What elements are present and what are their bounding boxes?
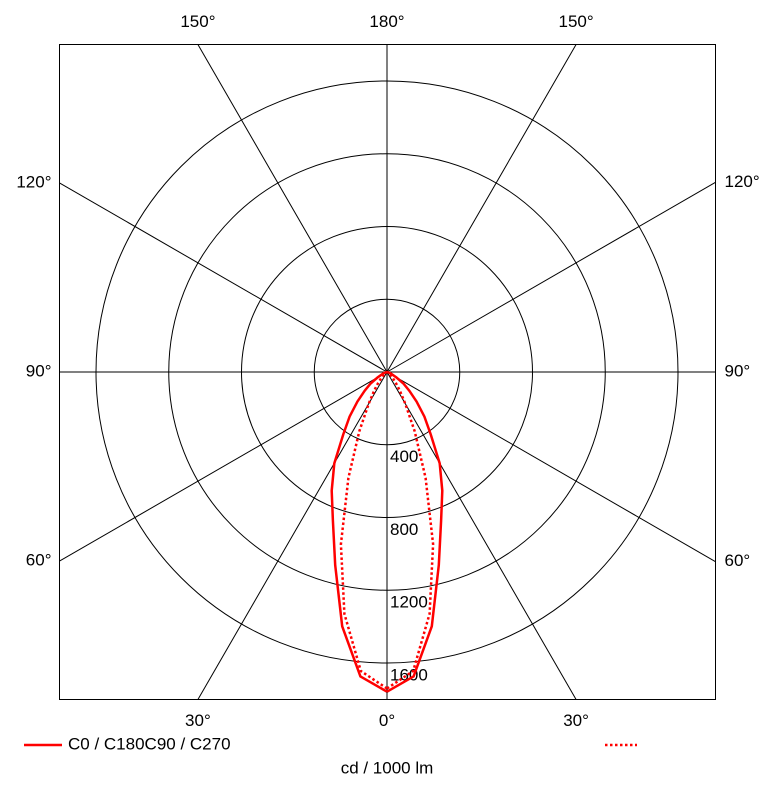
angle-label: 30°: [185, 711, 211, 730]
spoke: [386, 371, 716, 563]
spoke: [386, 371, 577, 700]
angle-label: 90°: [26, 361, 52, 380]
angle-label: 120°: [725, 172, 760, 191]
spoke: [59, 371, 388, 562]
angle-label: 30°: [563, 711, 589, 730]
spoke: [386, 181, 716, 373]
series-line: [330, 370, 388, 693]
radial-label: 400: [390, 447, 418, 466]
angle-label: 150°: [180, 12, 215, 31]
radial-label: 800: [390, 520, 418, 539]
series-line: [386, 370, 444, 693]
angle-label: 60°: [725, 551, 751, 570]
angle-label: 120°: [16, 172, 51, 191]
angle-label: 150°: [558, 12, 593, 31]
angle-label: 0°: [379, 711, 395, 730]
spoke: [197, 44, 388, 373]
angle-label: 60°: [26, 551, 52, 570]
angle-label: 90°: [725, 361, 751, 380]
spoke: [386, 44, 577, 373]
radial-label: 1200: [390, 593, 428, 612]
axis-label: cd / 1000 lm: [341, 758, 434, 777]
legend-label: C90 / C270: [145, 734, 231, 753]
legend-label: C0 / C180: [68, 734, 145, 753]
angle-label: 180°: [369, 12, 404, 31]
series-line: [386, 370, 435, 690]
spoke: [197, 371, 388, 700]
series-line: [339, 370, 388, 690]
spoke: [59, 182, 388, 373]
